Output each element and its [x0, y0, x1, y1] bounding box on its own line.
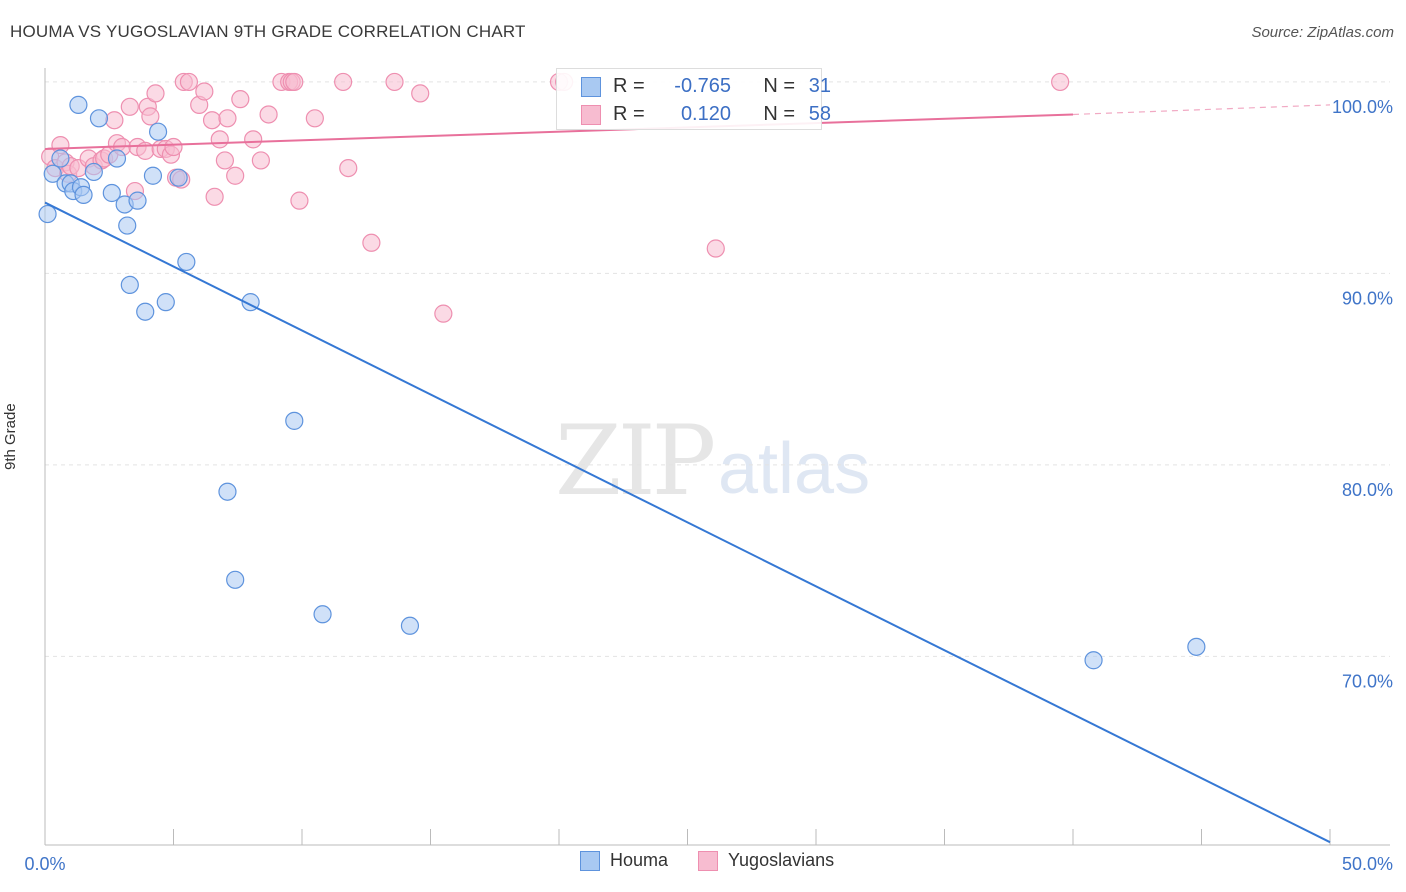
- yugo-point: [215, 151, 234, 170]
- yugo-point: [305, 109, 324, 128]
- x-tick-label-min: 0.0%: [24, 854, 65, 874]
- houma-point: [120, 275, 139, 295]
- houma-point: [285, 411, 304, 430]
- yugo-point: [285, 72, 304, 92]
- yugo-point: [105, 111, 124, 130]
- yugo-point: [434, 304, 453, 323]
- houma-point: [226, 570, 245, 589]
- yugo-point: [411, 84, 430, 103]
- legend-houma-swatch: [580, 850, 600, 871]
- yugo-point: [141, 107, 160, 126]
- legend-item-houma: Houma: [580, 850, 668, 871]
- chart-source: Source: ZipAtlas.com: [1251, 24, 1394, 41]
- houma-point: [1084, 651, 1103, 670]
- houma-n-value: 31: [808, 75, 831, 97]
- y-tick-label: 80.0%: [1342, 480, 1393, 500]
- houma-point: [51, 149, 70, 168]
- houma-point: [107, 149, 127, 168]
- yugo-point: [244, 130, 263, 149]
- houma-point: [143, 166, 163, 185]
- yugo-n-label: N =: [763, 103, 795, 125]
- yugo-point: [226, 166, 245, 185]
- yugo-point: [218, 109, 237, 128]
- yugo-point: [334, 72, 353, 92]
- houma-point: [148, 122, 168, 141]
- houma-point: [136, 302, 155, 321]
- houma-point: [102, 183, 121, 203]
- yugo-r-label: R =: [613, 103, 645, 125]
- houma-point: [169, 168, 188, 187]
- houma-point: [128, 191, 147, 210]
- yugo-point: [210, 130, 229, 149]
- yugo-point: [195, 82, 214, 101]
- y-tick-label: 90.0%: [1342, 288, 1393, 308]
- yugo-point: [259, 105, 278, 124]
- houma-trend-line: [44, 201, 1331, 844]
- houma-point: [89, 109, 109, 128]
- yugo-point: [385, 72, 404, 92]
- yugo-point: [706, 239, 725, 258]
- legend-yugo-swatch: [698, 850, 719, 871]
- yugo-n-value: 58: [808, 103, 831, 125]
- watermark-zip: ZIP: [555, 405, 716, 517]
- yugo-point: [339, 158, 358, 178]
- yugo-swatch: [581, 104, 601, 125]
- legend-item-yugoslavians: Yugoslavians: [698, 850, 834, 871]
- houma-point: [69, 95, 88, 114]
- legend-yugo-label: Yugoslavians: [728, 850, 835, 870]
- yugo-trend-line: [44, 113, 1074, 150]
- yugo-r-value: 0.120: [680, 103, 731, 125]
- y-tick-label: 100.0%: [1332, 97, 1393, 117]
- stats-row-houma: R = -0.765 N = 31: [581, 75, 831, 98]
- yugo-point: [120, 97, 139, 116]
- legend-houma-label: Houma: [610, 850, 669, 870]
- houma-point: [218, 482, 237, 501]
- houma-point: [177, 252, 196, 272]
- houma-n-label: N =: [763, 75, 795, 97]
- x-tick-label-max: 50.0%: [1342, 854, 1393, 874]
- houma-point: [38, 204, 57, 224]
- yugo-point: [146, 84, 165, 103]
- houma-r-value: -0.765: [674, 75, 731, 97]
- houma-point: [400, 616, 420, 635]
- yugo-point: [290, 191, 309, 210]
- y-tick-label: 70.0%: [1342, 671, 1393, 691]
- houma-point: [84, 162, 103, 182]
- houma-swatch: [581, 76, 601, 97]
- yugo-point: [1051, 72, 1070, 92]
- yugo-point: [231, 90, 250, 109]
- yugo-point: [164, 137, 183, 157]
- yugo-point: [179, 72, 199, 92]
- chart-title: HOUMA VS YUGOSLAVIAN 9TH GRADE CORRELATI…: [10, 22, 526, 41]
- stats-legend-box: R = -0.765 N = 31 R = 0.120 N = 58: [556, 68, 831, 130]
- houma-point: [156, 293, 175, 312]
- yugo-point: [251, 151, 270, 170]
- houma-point: [43, 164, 62, 183]
- yugo-point: [362, 233, 381, 252]
- bottom-legend: Houma Yugoslavians: [580, 850, 834, 871]
- houma-point: [74, 185, 93, 204]
- watermark-atlas: atlas: [718, 429, 871, 509]
- houma-point: [313, 605, 332, 624]
- houma-point: [1187, 637, 1206, 656]
- yugo-point: [205, 187, 224, 206]
- yugo-trend-extension: [1072, 104, 1331, 116]
- yugo-point: [202, 111, 222, 130]
- houma-point: [118, 216, 137, 235]
- houma-r-label: R =: [613, 75, 645, 97]
- y-axis-label: 9th Grade: [2, 403, 19, 470]
- stats-row-yugo: R = 0.120 N = 58: [581, 103, 831, 126]
